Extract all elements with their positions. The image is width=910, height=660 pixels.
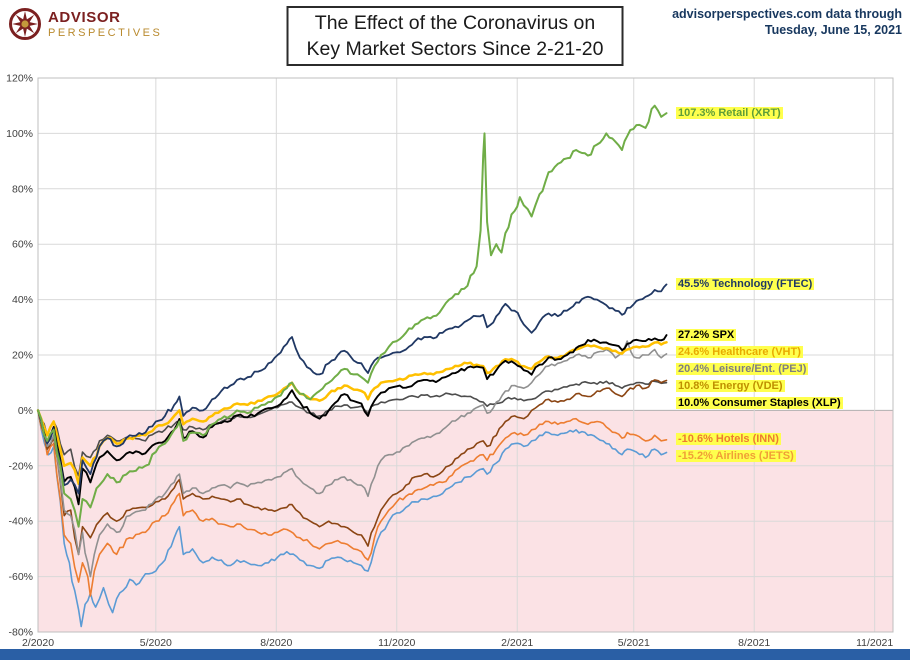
series-line-XLP: [37, 380, 668, 477]
x-axis-label: 2/2021: [501, 637, 533, 649]
plot-border: [37, 77, 894, 633]
line-chart: 120%100%80%60%40%20%0%-20%-40%-60%-80%2/…: [6, 73, 894, 649]
x-axis-label: 8/2020: [260, 637, 292, 649]
y-axis-label: -20%: [8, 460, 33, 472]
x-axis-label: 8/2021: [738, 637, 770, 649]
logo-wordmark: ADVISOR PERSPECTIVES: [48, 9, 162, 39]
x-axis-label: 2/2020: [22, 637, 54, 649]
series-label-FTEC: 45.5% Technology (FTEC): [676, 277, 815, 292]
y-axis-label: 20%: [12, 350, 33, 362]
y-axis-label: 120%: [6, 73, 33, 85]
series-label-text-XRT: 107.3% Retail (XRT): [676, 106, 783, 119]
series-line-PEJ: [37, 340, 668, 578]
series-label-text-SPX: 27.2% SPX: [676, 328, 737, 341]
series-label-XLP: 10.0% Consumer Staples (XLP): [676, 396, 843, 411]
y-axis-label: 80%: [12, 183, 33, 195]
series-line-JETS: [37, 409, 668, 628]
data-source-line1: advisorperspectives.com data through: [672, 7, 902, 21]
series-label-INN: -10.6% Hotels (INN): [676, 432, 781, 447]
advisor-perspectives-logo: ADVISOR PERSPECTIVES: [8, 7, 162, 41]
y-axis-label: -40%: [8, 516, 33, 528]
y-axis-label: 40%: [12, 294, 33, 306]
footer-bar: [0, 649, 910, 660]
page-title: The Effect of the Coronavirus on Key Mar…: [286, 6, 624, 66]
series-line-SPX: [37, 334, 668, 506]
data-source-note: advisorperspectives.com data through Tue…: [672, 6, 902, 38]
data-source-line2: Tuesday, June 15, 2021: [764, 23, 902, 37]
chart-area: 120% 100% 80% 60% 40% 20% 0% -20% -40% -60% -80% 2/…: [0, 66, 910, 650]
logo-perspectives-text: PERSPECTIVES: [48, 27, 163, 39]
page-title-line1: The Effect of the Coronavirus on: [314, 12, 596, 34]
series-label-text-VHT: 24.6% Healthcare (VHT): [676, 345, 803, 358]
compass-icon: [9, 8, 41, 40]
series-line-FTEC: [37, 283, 668, 495]
series-label-SPX: 27.2% SPX: [676, 328, 737, 343]
series-line-INN: [37, 409, 668, 597]
y-axis-label: 0%: [18, 405, 33, 417]
series-label-text-JETS: -15.2% Airlines (JETS): [676, 450, 796, 463]
page-title-line2: Key Market Sectors Since 2-21-20: [306, 38, 604, 60]
y-axis-label: 100%: [6, 128, 33, 140]
x-axis-label: 5/2021: [618, 637, 650, 649]
logo-advisor-text: ADVISOR: [48, 9, 121, 26]
series-label-text-VDE: 10.8% Energy (VDE): [676, 379, 785, 392]
y-axis-label: -60%: [8, 571, 33, 583]
series-line-XRT: [37, 104, 668, 528]
series-label-JETS: -15.2% Airlines (JETS): [676, 449, 796, 464]
series-label-XRT: 107.3% Retail (XRT): [676, 106, 783, 121]
x-axis-label: 5/2020: [140, 637, 172, 649]
y-axis-label: 60%: [12, 239, 33, 251]
y-axis-label: -80%: [8, 627, 33, 639]
series-label-VHT: 24.6% Healthcare (VHT): [676, 345, 803, 360]
series-label-VDE: 10.8% Energy (VDE): [676, 379, 785, 394]
x-axis-label: 11/2020: [378, 637, 415, 649]
series-label-text-FTEC: 45.5% Technology (FTEC): [676, 277, 815, 290]
x-axis-label: 11/2021: [856, 637, 893, 649]
series-label-text-XLP: 10.0% Consumer Staples (XLP): [676, 396, 843, 409]
series-label-text-INN: -10.6% Hotels (INN): [676, 433, 781, 446]
series-label-PEJ: 20.4% Leisure/Ent. (PEJ): [676, 362, 809, 377]
series-label-text-PEJ: 20.4% Leisure/Ent. (PEJ): [676, 362, 809, 375]
series-line-VHT: [36, 340, 668, 486]
